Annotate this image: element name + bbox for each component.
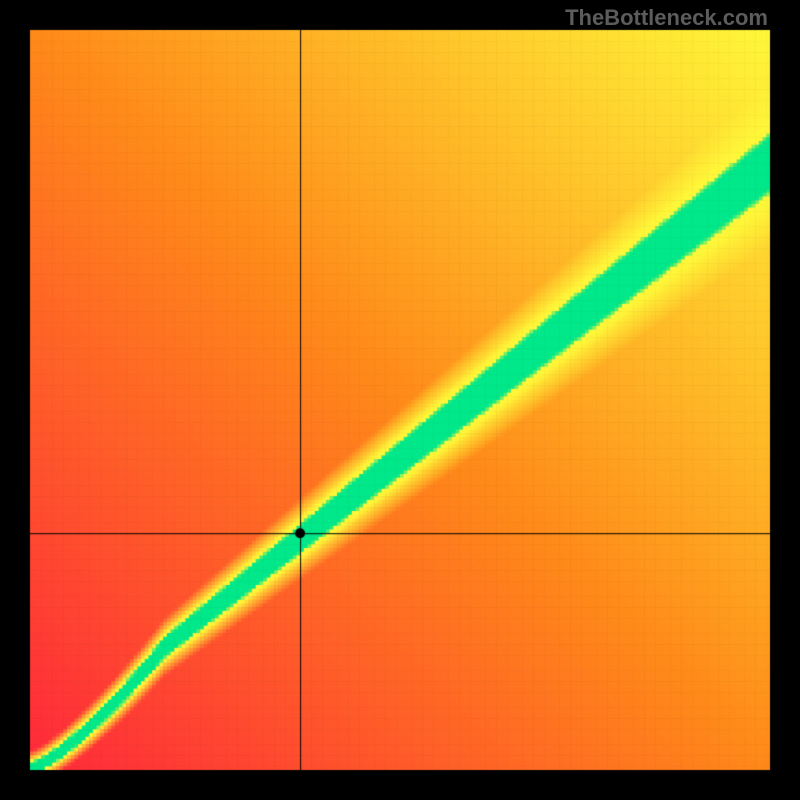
bottleneck-heatmap bbox=[0, 0, 800, 800]
watermark-text: TheBottleneck.com bbox=[565, 5, 768, 31]
